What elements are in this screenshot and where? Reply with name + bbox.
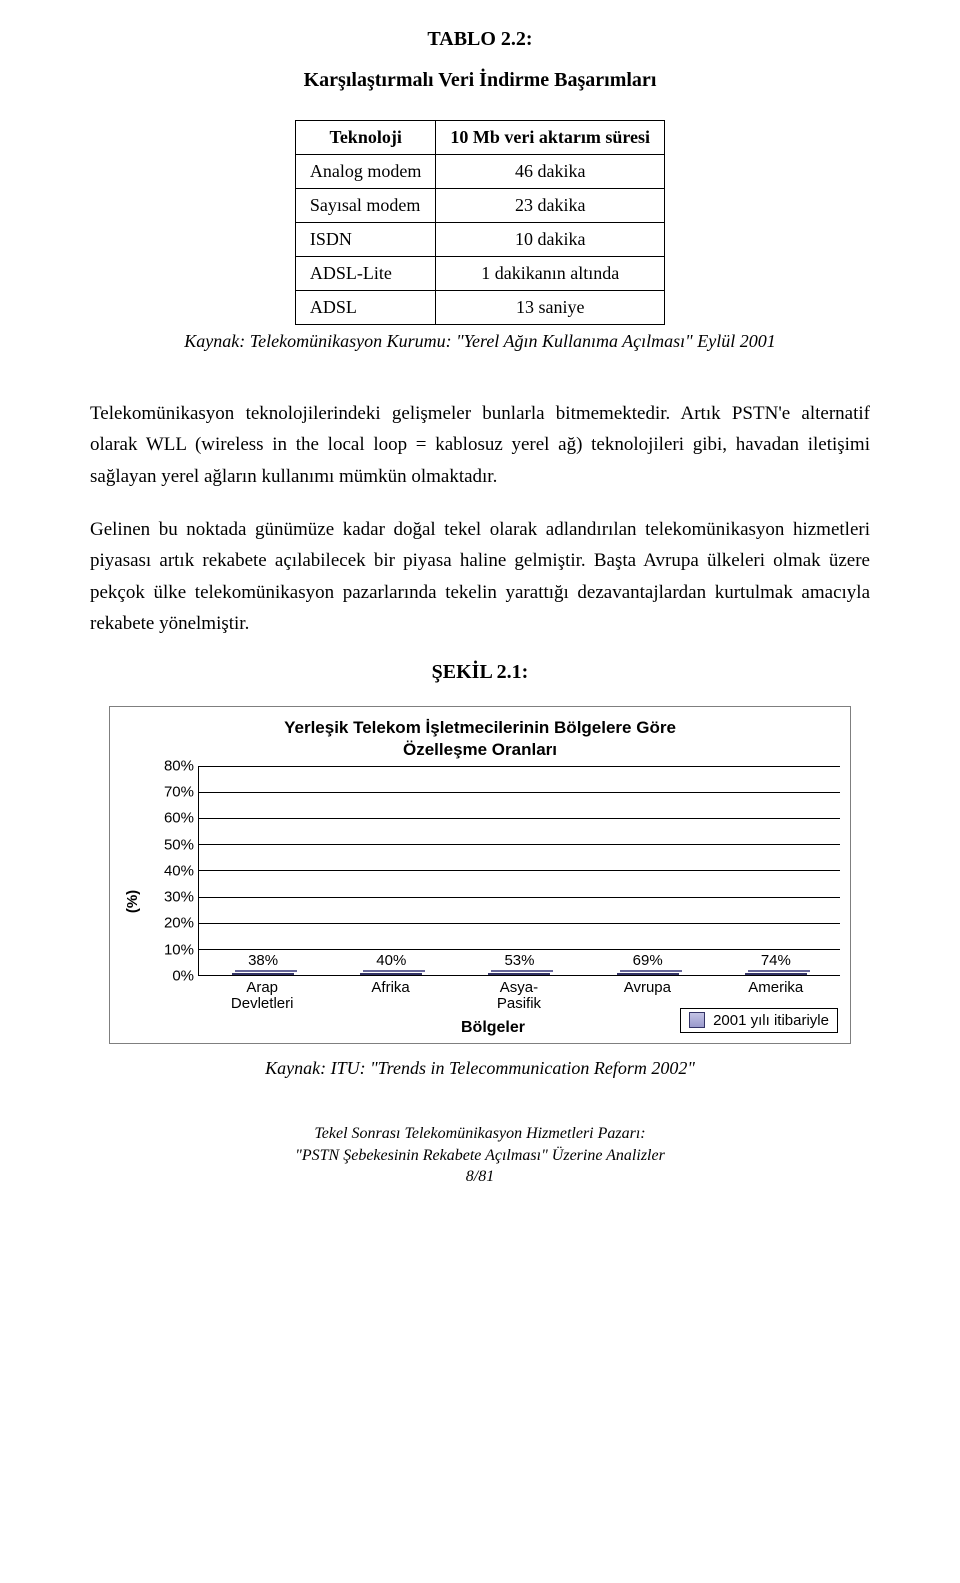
y-tick-label: 50% bbox=[164, 836, 194, 853]
gridline bbox=[199, 844, 840, 845]
y-tick-label: 60% bbox=[164, 810, 194, 827]
x-tick-label: Avrupa bbox=[608, 980, 686, 1013]
table-cell: 1 dakikanın altında bbox=[436, 257, 665, 291]
y-tick-label: 20% bbox=[164, 915, 194, 932]
table-title: Karşılaştırmalı Veri İndirme Başarımları bbox=[90, 69, 870, 92]
bar-value-label: 40% bbox=[361, 952, 421, 969]
x-tick-label: Arap Devletleri bbox=[223, 980, 301, 1013]
table-cell: ADSL-Lite bbox=[295, 257, 435, 291]
chart-body: (%) 80%70%60%50%40%30%20%10%0% 38%40%53%… bbox=[120, 766, 840, 1037]
legend: 2001 yılı itibariyle bbox=[680, 1008, 838, 1033]
gridline bbox=[199, 923, 840, 924]
table-row: Analog modem 46 dakika bbox=[295, 155, 664, 189]
gridline bbox=[199, 818, 840, 819]
gridline bbox=[199, 975, 840, 976]
table-row: ISDN 10 dakika bbox=[295, 223, 664, 257]
chart-title: Yerleşik Telekom İşletmecilerinin Bölgel… bbox=[120, 717, 840, 760]
x-tick-label: Afrika bbox=[352, 980, 430, 1013]
gridline bbox=[199, 792, 840, 793]
table-header: Teknoloji bbox=[295, 121, 435, 155]
chart-container: Yerleşik Telekom İşletmecilerinin Bölgel… bbox=[109, 706, 851, 1044]
legend-label: 2001 yılı itibariyle bbox=[713, 1012, 829, 1029]
y-tick-label: 30% bbox=[164, 889, 194, 906]
legend-swatch bbox=[689, 1012, 705, 1028]
gridline bbox=[199, 949, 840, 950]
table-cell: ADSL bbox=[295, 291, 435, 325]
y-tick-label: 0% bbox=[172, 967, 194, 984]
gridline bbox=[199, 897, 840, 898]
table-cell: 46 dakika bbox=[436, 155, 665, 189]
gridline bbox=[199, 870, 840, 871]
y-tick-label: 40% bbox=[164, 862, 194, 879]
table-cell: Analog modem bbox=[295, 155, 435, 189]
gridline bbox=[199, 766, 840, 767]
table-number: TABLO 2.2: bbox=[90, 28, 870, 51]
plot-column: 80%70%60%50%40%30%20%10%0% 38%40%53%69%7… bbox=[146, 766, 840, 1037]
footer-page-number: 8/81 bbox=[90, 1166, 870, 1188]
chart-title-line: Özelleşme Oranları bbox=[403, 740, 557, 759]
bar-value-label: 69% bbox=[618, 952, 678, 969]
table-header-row: Teknoloji 10 Mb veri aktarım süresi bbox=[295, 121, 664, 155]
bar-value-label: 74% bbox=[746, 952, 806, 969]
table-cell: Sayısal modem bbox=[295, 189, 435, 223]
y-tick-label: 70% bbox=[164, 784, 194, 801]
table-cell: 23 dakika bbox=[436, 189, 665, 223]
table-cell: 10 dakika bbox=[436, 223, 665, 257]
chart-title-line: Yerleşik Telekom İşletmecilerinin Bölgel… bbox=[284, 718, 676, 737]
y-axis-label-wrap: (%) bbox=[120, 766, 146, 1037]
table-cell: 13 saniye bbox=[436, 291, 665, 325]
table-header: 10 Mb veri aktarım süresi bbox=[436, 121, 665, 155]
table-row: ADSL-Lite 1 dakikanın altında bbox=[295, 257, 664, 291]
y-tick-label: 10% bbox=[164, 941, 194, 958]
table-row: ADSL 13 saniye bbox=[295, 291, 664, 325]
paragraph: Telekomünikasyon teknolojilerindeki geli… bbox=[90, 398, 870, 492]
plot-inner: 38% 40% 53% 69% 74% bbox=[198, 766, 840, 976]
data-table: Teknoloji 10 Mb veri aktarım süresi Anal… bbox=[295, 120, 665, 325]
y-axis-label: (%) bbox=[124, 890, 141, 913]
footer-line: Tekel Sonrası Telekomünikasyon Hizmetler… bbox=[90, 1123, 870, 1145]
bar-value-label: 38% bbox=[233, 952, 293, 969]
y-ticks: 80%70%60%50%40%30%20%10%0% bbox=[146, 766, 198, 976]
bar-value-label: 53% bbox=[489, 952, 549, 969]
y-tick-label: 80% bbox=[164, 757, 194, 774]
paragraph: Gelinen bu noktada günümüze kadar doğal … bbox=[90, 514, 870, 639]
page: TABLO 2.2: Karşılaştırmalı Veri İndirme … bbox=[0, 0, 960, 1218]
chart-source: Kaynak: ITU: "Trends in Telecommunicatio… bbox=[90, 1058, 870, 1079]
table-source: Kaynak: Telekomünikasyon Kurumu: "Yerel … bbox=[90, 331, 870, 352]
x-tick-label: Asya- Pasifik bbox=[480, 980, 558, 1013]
page-footer: Tekel Sonrası Telekomünikasyon Hizmetler… bbox=[90, 1123, 870, 1188]
chart-number: ŞEKİL 2.1: bbox=[90, 661, 870, 684]
table-row: Sayısal modem 23 dakika bbox=[295, 189, 664, 223]
plot-area: 80%70%60%50%40%30%20%10%0% 38%40%53%69%7… bbox=[146, 766, 840, 976]
table-cell: ISDN bbox=[295, 223, 435, 257]
footer-line: "PSTN Şebekesinin Rekabete Açılması" Üze… bbox=[90, 1145, 870, 1167]
